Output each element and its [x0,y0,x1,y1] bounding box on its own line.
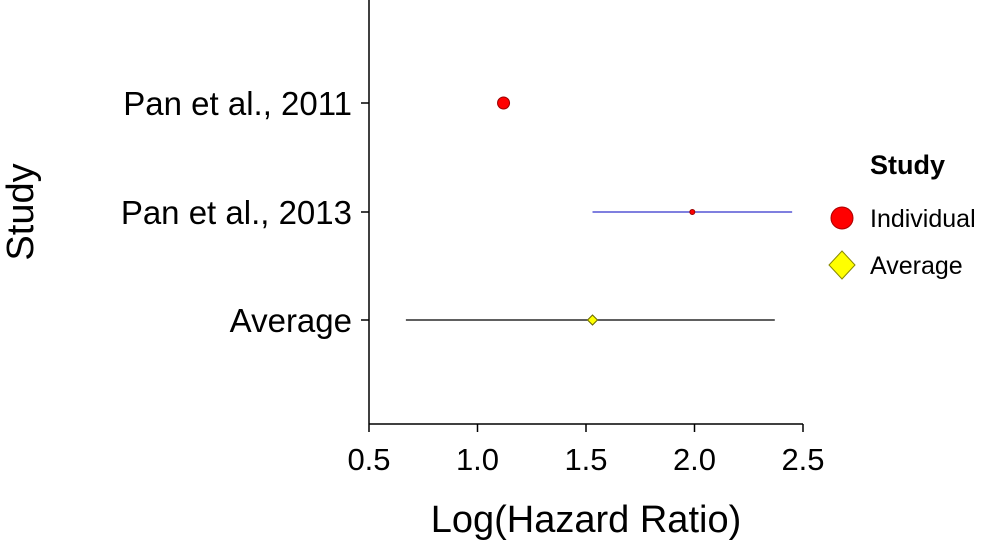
legend-label-average: Average [870,252,963,280]
confidence-intervals [405,102,793,321]
study-marker [497,96,511,110]
x-tick-label: 1.0 [456,442,499,477]
x-tick-label: 1.5 [564,442,607,477]
y-tick-label: Pan et al., 2011 [123,85,352,122]
estimate-markers [497,96,696,326]
y-tick-label: Pan et al., 2013 [121,194,352,231]
y-tick-label: Average [230,302,352,339]
x-axis-title: Log(Hazard Ratio) [431,499,741,541]
x-tick-label: 2.0 [673,442,716,477]
average-marker [586,314,599,326]
x-tick-label: 2.5 [781,442,824,477]
x-ticks: 0.5 1.0 1.5 2.0 2.5 [347,424,825,477]
x-tick-label: 0.5 [347,442,390,477]
legend-marker-individual [830,206,854,230]
legend-marker-average [828,250,856,280]
legend-label-individual: Individual [870,205,976,233]
study-marker [689,209,696,215]
legend-title: Study [870,150,945,180]
y-axis-title: Study [0,163,42,260]
legend: Study Individual Average [828,150,976,280]
y-ticks: Pan et al., 2011 Pan et al., 2013 Average [121,85,369,339]
